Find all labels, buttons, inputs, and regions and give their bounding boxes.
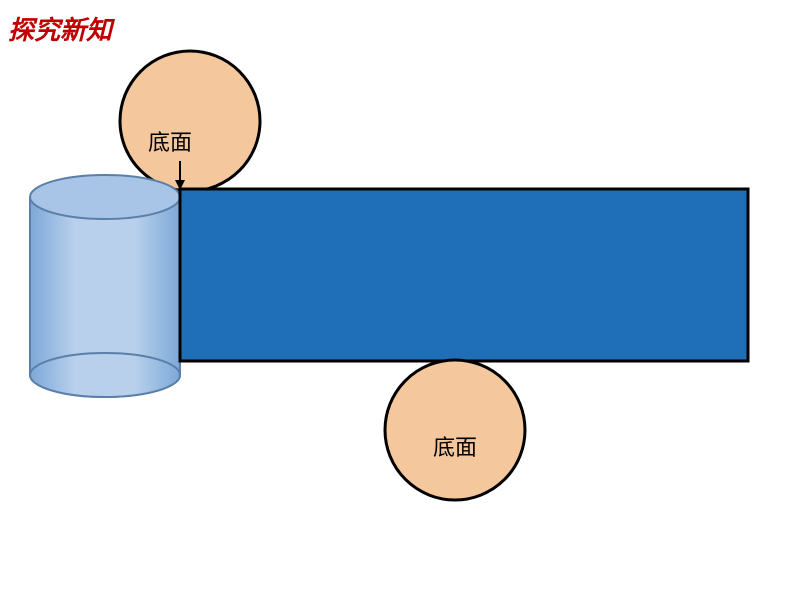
top-circle-label: 底面 (148, 130, 192, 155)
bottom-base-circle (385, 360, 525, 500)
bottom-circle-label: 底面 (433, 435, 477, 460)
cylinder-shape (30, 175, 180, 397)
lateral-rectangle (180, 189, 748, 361)
cylinder-unfold-diagram: 底面 底面 (0, 0, 794, 596)
top-base-circle (120, 51, 260, 191)
